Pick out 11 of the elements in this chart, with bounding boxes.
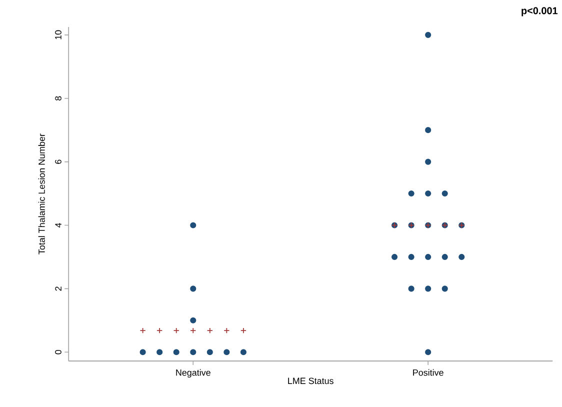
y-tick-label: 4: [55, 223, 62, 228]
y-tick-label: 0: [55, 350, 62, 354]
text: p<0.001: [522, 7, 558, 16]
y-axis-title: Total Thalamic Lesion Number: [38, 134, 45, 254]
x-axis-title: LME Status: [288, 378, 334, 384]
y-tick-label: 8: [55, 96, 62, 100]
y-tick-label: 10: [55, 30, 62, 40]
x-tick-label: Positive: [413, 369, 444, 376]
y-tick-label: 6: [55, 160, 62, 164]
x-tick-label: Negative: [176, 369, 210, 378]
y-tick-label: 2: [55, 286, 62, 291]
